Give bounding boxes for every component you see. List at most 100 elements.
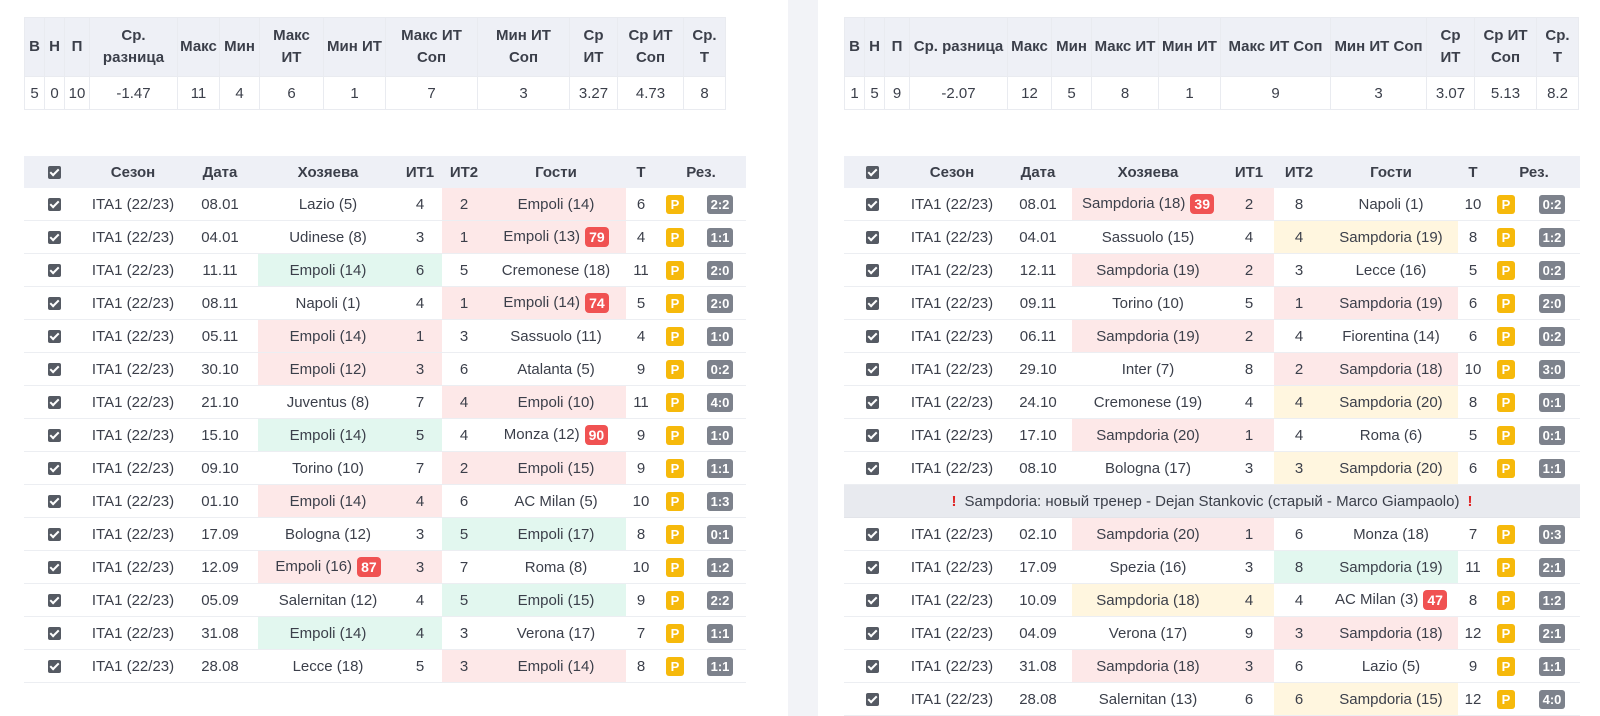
home-team-cell[interactable]: Verona (17) [1072,616,1224,650]
row-checkbox[interactable] [865,198,879,212]
p-badge[interactable]: P [666,491,684,511]
away-team-cell[interactable]: Sampdoria (19) [1324,220,1458,254]
matches-header-cell[interactable]: ИТ1 [398,156,442,188]
p-badge[interactable]: P [1497,425,1515,445]
row-checkbox[interactable] [47,561,61,575]
row-checkbox[interactable] [47,495,61,509]
away-team-cell[interactable]: Napoli (1) [1324,188,1458,221]
p-badge[interactable]: P [1497,590,1515,610]
home-team-cell[interactable]: Bologna (17) [1072,451,1224,485]
row-checkbox[interactable] [865,231,879,245]
away-team-cell[interactable]: Empoli (14) 74 [486,286,626,320]
row-checkbox[interactable] [47,330,61,344]
row-checkbox[interactable] [47,528,61,542]
away-team-cell[interactable]: Empoli (17) [486,517,626,551]
p-badge[interactable]: P [1497,557,1515,577]
away-team-cell[interactable]: Fiorentina (14) [1324,319,1458,353]
row-checkbox[interactable] [865,660,879,674]
matches-header-cell[interactable]: Хозяева [1072,156,1224,188]
p-badge[interactable]: P [666,656,684,676]
away-team-cell[interactable]: Sassuolo (11) [486,319,626,353]
away-team-cell[interactable]: Cremonese (18) [486,253,626,287]
home-team-cell[interactable]: Empoli (14) [258,253,398,287]
matches-header-cell[interactable]: Рез. [656,156,746,188]
away-team-cell[interactable]: Empoli (13) 79 [486,220,626,254]
row-checkbox[interactable] [47,429,61,443]
away-team-cell[interactable]: Empoli (14) [486,649,626,683]
p-badge[interactable]: P [1497,689,1515,709]
row-checkbox[interactable] [47,231,61,245]
home-team-cell[interactable]: Napoli (1) [258,286,398,320]
row-checkbox[interactable] [47,198,61,212]
away-team-cell[interactable]: Lecce (16) [1324,253,1458,287]
home-team-cell[interactable]: Juventus (8) [258,385,398,419]
matches-header-cell[interactable]: Дата [182,156,258,188]
p-badge[interactable]: P [666,557,684,577]
away-team-cell[interactable]: Sampdoria (19) [1324,286,1458,320]
matches-header-cell[interactable]: Дата [1004,156,1072,188]
row-checkbox[interactable] [865,297,879,311]
home-team-cell[interactable]: Spezia (16) [1072,550,1224,584]
away-team-cell[interactable]: AC Milan (5) [486,484,626,518]
matches-header-cell[interactable]: Т [1458,156,1488,188]
row-checkbox[interactable] [47,462,61,476]
row-checkbox[interactable] [47,297,61,311]
home-team-cell[interactable]: Bologna (12) [258,517,398,551]
home-team-cell[interactable]: Empoli (14) [258,484,398,518]
row-checkbox[interactable] [865,528,879,542]
home-team-cell[interactable]: Udinese (8) [258,220,398,254]
p-badge[interactable]: P [1497,359,1515,379]
home-team-cell[interactable]: Sampdoria (20) [1072,418,1224,452]
away-team-cell[interactable]: Sampdoria (20) [1324,451,1458,485]
p-badge[interactable]: P [1497,623,1515,643]
home-team-cell[interactable]: Sampdoria (20) [1072,517,1224,551]
away-team-cell[interactable]: Roma (6) [1324,418,1458,452]
p-badge[interactable]: P [666,194,684,214]
home-team-cell[interactable]: Salernitan (13) [1072,682,1224,716]
home-team-cell[interactable]: Empoli (14) [258,418,398,452]
home-team-cell[interactable]: Sampdoria (18) [1072,583,1224,617]
matches-header-cell[interactable]: Т [626,156,656,188]
row-checkbox[interactable] [47,264,61,278]
p-badge[interactable]: P [1497,524,1515,544]
away-team-cell[interactable]: AC Milan (3) 47 [1324,583,1458,617]
p-badge[interactable]: P [666,524,684,544]
p-badge[interactable]: P [1497,227,1515,247]
p-badge[interactable]: P [666,260,684,280]
home-team-cell[interactable]: Salernitan (12) [258,583,398,617]
row-checkbox[interactable] [865,594,879,608]
row-checkbox[interactable] [47,627,61,641]
away-team-cell[interactable]: Sampdoria (15) [1324,682,1458,716]
p-badge[interactable]: P [1497,656,1515,676]
away-team-cell[interactable]: Verona (17) [486,616,626,650]
p-badge[interactable]: P [1497,293,1515,313]
p-badge[interactable]: P [1497,326,1515,346]
home-team-cell[interactable]: Empoli (16) 87 [258,550,398,584]
row-checkbox[interactable] [865,561,879,575]
p-badge[interactable]: P [1497,392,1515,412]
row-checkbox[interactable] [865,627,879,641]
p-badge[interactable]: P [666,425,684,445]
home-team-cell[interactable]: Cremonese (19) [1072,385,1224,419]
away-team-cell[interactable]: Sampdoria (20) [1324,385,1458,419]
away-team-cell[interactable]: Atalanta (5) [486,352,626,386]
matches-header-cell[interactable]: Сезон [84,156,182,188]
home-team-cell[interactable]: Sampdoria (18) 39 [1072,188,1224,221]
select-all-checkbox[interactable] [47,166,61,180]
p-badge[interactable]: P [666,623,684,643]
away-team-cell[interactable]: Empoli (14) [486,188,626,221]
away-team-cell[interactable]: Roma (8) [486,550,626,584]
row-checkbox[interactable] [865,429,879,443]
p-badge[interactable]: P [666,590,684,610]
p-badge[interactable]: P [666,458,684,478]
matches-header-cell[interactable]: Рез. [1488,156,1580,188]
row-checkbox[interactable] [865,363,879,377]
away-team-cell[interactable]: Lazio (5) [1324,649,1458,683]
p-badge[interactable]: P [666,293,684,313]
matches-header-cell[interactable]: ИТ2 [1274,156,1324,188]
home-team-cell[interactable]: Empoli (14) [258,319,398,353]
home-team-cell[interactable]: Sampdoria (19) [1072,319,1224,353]
p-badge[interactable]: P [666,326,684,346]
row-checkbox[interactable] [47,363,61,377]
p-badge[interactable]: P [1497,458,1515,478]
